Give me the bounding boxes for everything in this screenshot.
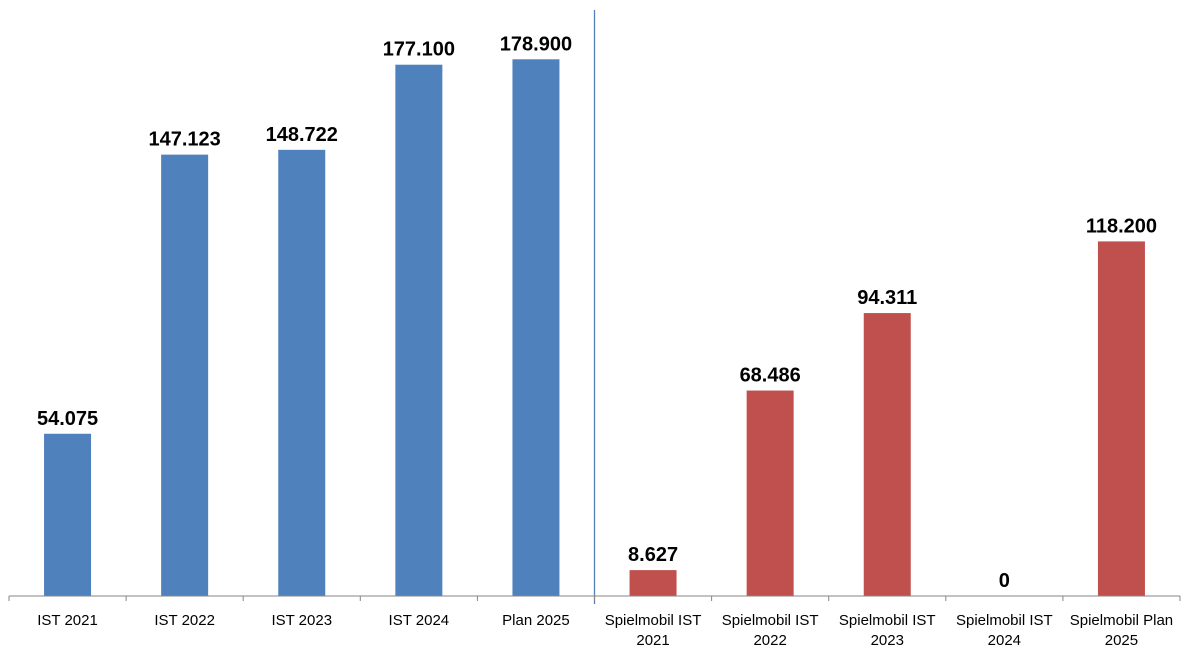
category-label: IST 2022 bbox=[154, 612, 215, 629]
category-label-line: IST 2022 bbox=[154, 612, 215, 629]
category-label-line: IST 2021 bbox=[37, 612, 98, 629]
data-label: 177.100 bbox=[383, 39, 455, 61]
category-label-line: 2021 bbox=[636, 632, 669, 648]
category-label-line: IST 2023 bbox=[271, 612, 332, 629]
category-label: IST 2023 bbox=[271, 612, 332, 629]
category-label-line: Spielmobil IST bbox=[956, 612, 1053, 629]
bar bbox=[278, 149, 326, 596]
bars-layer bbox=[44, 59, 1145, 597]
data-label: 148.722 bbox=[266, 124, 338, 146]
x-axis-ticks bbox=[8, 596, 1181, 601]
data-label: 94.311 bbox=[857, 287, 917, 309]
bar bbox=[1097, 241, 1145, 596]
category-label-line: Plan 2025 bbox=[502, 612, 570, 629]
bar bbox=[629, 570, 677, 596]
bar bbox=[44, 433, 92, 596]
category-label-line: 2025 bbox=[1105, 632, 1138, 648]
category-label: Spielmobil IST 2024 bbox=[956, 612, 1053, 648]
data-label: 0 bbox=[999, 570, 1010, 592]
category-label: IST 2024 bbox=[389, 612, 450, 629]
category-label: IST 2021 bbox=[37, 612, 98, 629]
bar bbox=[161, 154, 209, 596]
category-label: Spielmobil IST 2023 bbox=[839, 612, 936, 648]
category-label-line: Spielmobil IST bbox=[722, 612, 819, 629]
value-labels-layer: 54.075 147.123 148.722 177.100 178.900 8.627 6… bbox=[37, 33, 1157, 592]
bar bbox=[746, 390, 794, 596]
category-label: Spielmobil IST 2021 bbox=[605, 612, 702, 648]
category-label: Plan 2025 bbox=[502, 612, 570, 629]
category-label-line: Spielmobil Plan bbox=[1070, 612, 1173, 629]
category-labels-layer: IST 2021 IST 2022 IST 2023 IST 2024 Plan 202… bbox=[37, 612, 1173, 648]
data-label: 8.627 bbox=[628, 544, 678, 566]
data-label: 178.900 bbox=[500, 33, 572, 55]
bar bbox=[863, 313, 911, 596]
data-label: 118.200 bbox=[1086, 215, 1157, 237]
category-label: Spielmobil Plan 2025 bbox=[1070, 612, 1173, 648]
category-label-line: Spielmobil IST bbox=[605, 612, 702, 629]
data-label: 68.486 bbox=[740, 365, 801, 387]
category-label-line: 2023 bbox=[871, 632, 904, 648]
data-label: 147.123 bbox=[149, 129, 221, 151]
category-label: Spielmobil IST 2022 bbox=[722, 612, 819, 648]
bar bbox=[395, 64, 443, 596]
category-label-line: 2024 bbox=[988, 632, 1021, 648]
bar bbox=[512, 59, 560, 597]
category-label-line: 2022 bbox=[753, 632, 786, 648]
category-label-line: IST 2024 bbox=[389, 612, 450, 629]
data-label: 54.075 bbox=[37, 408, 98, 430]
category-label-line: Spielmobil IST bbox=[839, 612, 936, 629]
